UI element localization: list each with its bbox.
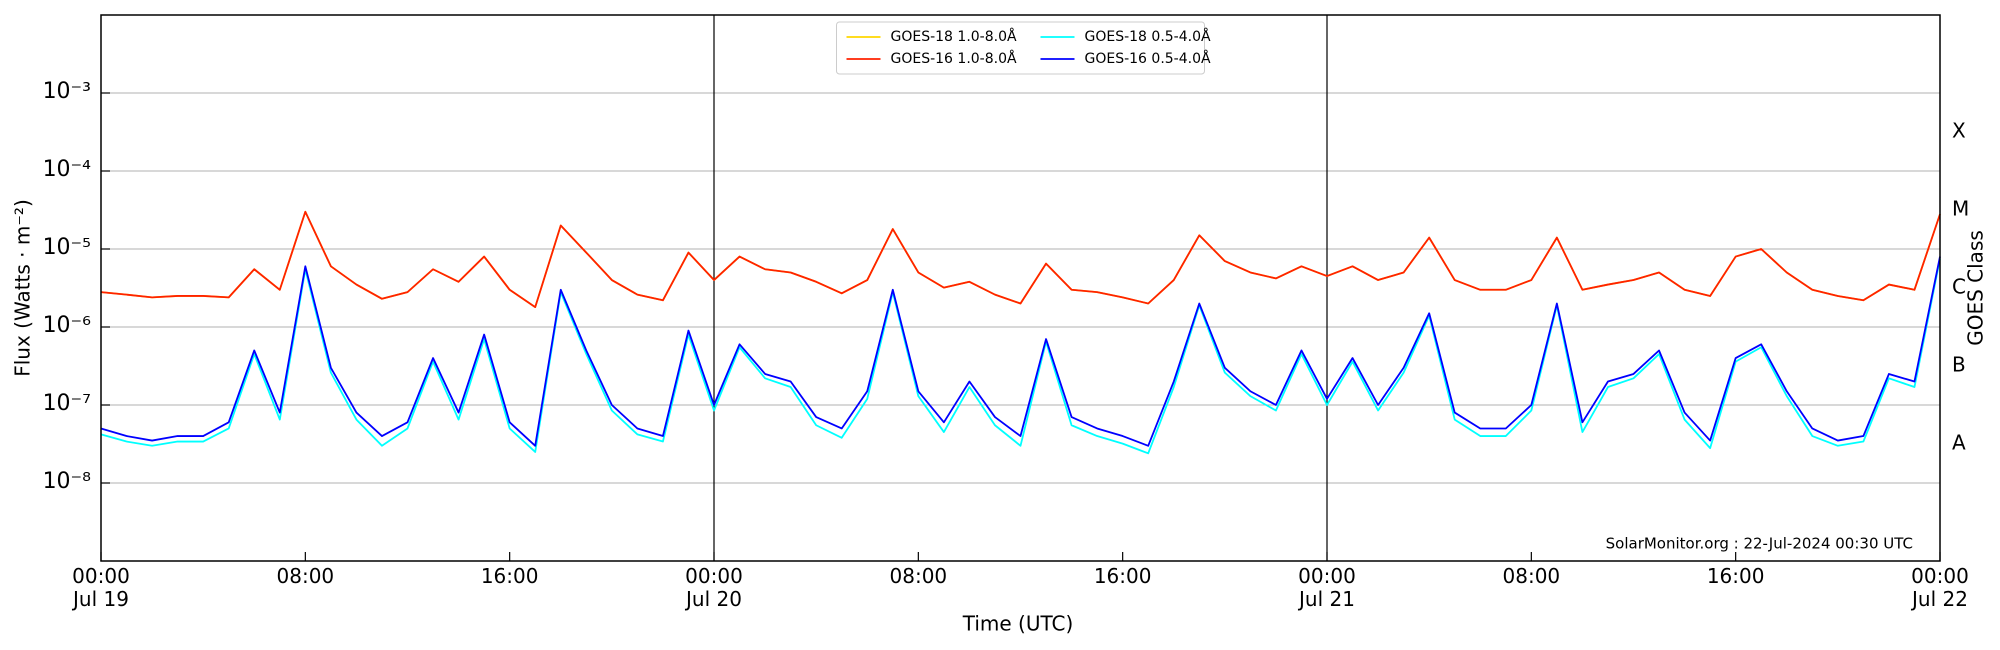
series-line [100, 256, 1941, 447]
x-tick-label: 08:00 [889, 564, 948, 588]
legend-label: GOES-16 0.5-4.0Å [1085, 50, 1211, 67]
annotation: SolarMonitor.org : 22-Jul-2024 00:30 UTC [1606, 535, 1913, 553]
legend: GOES-18 1.0-8.0Å GOES-16 1.0-8.0Å GOES-18 … [836, 21, 1211, 75]
y-tick-label: 10⁻⁷ [43, 391, 91, 416]
x-tick-label: 00:00 Jul 19 [72, 564, 130, 611]
legend-label: GOES-18 0.5-4.0Å [1085, 28, 1211, 45]
y-tick-label: 10⁻⁶ [43, 313, 92, 338]
y2-tick-label: M [1952, 197, 1969, 221]
y-tick-label: 10⁻⁴ [43, 157, 92, 182]
x-tick-label: 08:00 [276, 564, 335, 588]
y-axis-label: Flux (Watts · m⁻²) [11, 199, 35, 377]
x-tick-label: 00:00 Jul 22 [1911, 564, 1969, 611]
x-tick-label: 16:00 [480, 564, 539, 588]
x-tick-label: 16:00 [1093, 564, 1152, 588]
y-tick-label: 10⁻⁸ [43, 469, 92, 494]
x-axis-label: Time (UTC) [962, 612, 1074, 636]
legend-label: GOES-18 1.0-8.0Å [891, 28, 1017, 45]
y2-tick-label: C [1952, 275, 1966, 299]
y-tick-label: 10⁻³ [43, 79, 91, 104]
x-tick-label: 00:00 Jul 21 [1298, 564, 1356, 611]
x-tick-label: 00:00 Jul 20 [685, 564, 743, 611]
y2-tick-label: B [1952, 353, 1966, 377]
x-tick-label: 16:00 [1706, 564, 1765, 588]
x-tick-label: 08:00 [1502, 564, 1561, 588]
y2-axis-label: GOES Class [1964, 230, 1988, 346]
series-line [100, 210, 1941, 308]
y2-tick-label: X [1952, 119, 1966, 143]
legend-label: GOES-16 1.0-8.0Å [891, 50, 1017, 67]
legend-box [836, 21, 1205, 75]
series-line [100, 210, 1941, 308]
y-tick-label: 10⁻⁵ [43, 235, 91, 260]
y2-tick-label: A [1952, 431, 1966, 455]
plot-frame [100, 14, 1941, 562]
series-line [100, 258, 1941, 455]
